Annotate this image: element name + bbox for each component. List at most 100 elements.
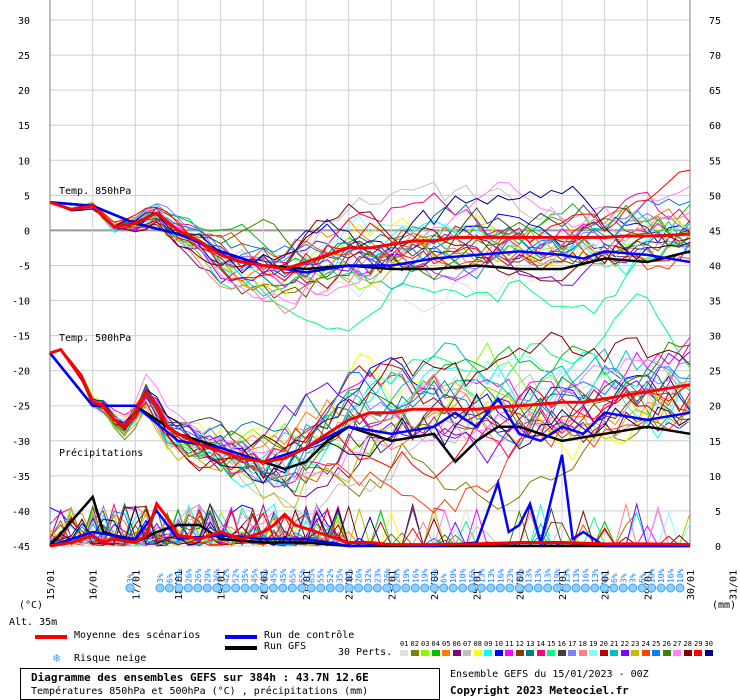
series-line-mean_t500 <box>49 347 691 464</box>
y-right-tick-label: 10 <box>709 472 721 483</box>
pert-number: 01 <box>400 640 409 648</box>
pert-swatch <box>452 650 461 656</box>
snow-risk-label: 13% <box>544 568 553 583</box>
pert-number: 06 <box>452 640 461 648</box>
x-tick-label: 19/01 <box>217 570 228 600</box>
snow-risk-label: 26% <box>383 568 392 583</box>
member-line-t500 <box>49 348 691 508</box>
y-left-tick-label: -25 <box>12 402 30 413</box>
snow-risk-marker <box>212 583 222 593</box>
snow-risk-label: 45% <box>251 568 260 583</box>
snow-risk-marker <box>637 583 647 593</box>
snow-risk-label: 29% <box>203 568 212 583</box>
snow-risk-label: 52% <box>326 568 335 583</box>
y-left-tick-label: -5 <box>18 261 30 272</box>
y-right-tick-label: 35 <box>709 297 721 308</box>
snow-risk-marker <box>202 583 212 593</box>
y-right-tick-label: 55 <box>709 156 721 167</box>
snow-risk-label: 65% <box>298 568 307 583</box>
y-right-tick-label: 70 <box>709 51 721 62</box>
pert-number: 14 <box>536 640 545 648</box>
member-line-t500 <box>49 349 691 488</box>
pert-number: 25 <box>652 640 661 648</box>
snow-risk-label: 52% <box>232 568 241 583</box>
snow-risk-marker <box>580 583 590 593</box>
member-line-t850 <box>49 201 691 271</box>
snow-risk-label: 13% <box>591 568 600 583</box>
snow-risk-marker <box>164 583 174 593</box>
snow-risk-marker <box>476 583 486 593</box>
pert-number: 13 <box>526 640 535 648</box>
pert-number: 21 <box>610 640 619 648</box>
snowflake-icon: ❄ <box>53 651 61 665</box>
pert-number: 15 <box>547 640 556 648</box>
snow-risk-marker <box>354 583 364 593</box>
snow-risk-label: 29% <box>515 568 524 583</box>
snow-risk-marker <box>571 583 581 593</box>
member-line-t850 <box>49 201 691 332</box>
snow-risk-label: 16% <box>496 568 505 583</box>
snow-risk-label: 26% <box>194 568 203 583</box>
snow-risk-marker <box>448 583 458 593</box>
pert-swatch <box>662 650 671 656</box>
pert-swatch <box>589 650 597 656</box>
copyright: Copyright 2023 Meteociel.fr <box>450 684 629 697</box>
pert-swatch <box>484 650 492 656</box>
x-tick-label: 15/01 <box>46 570 57 600</box>
pert-swatch <box>400 650 408 656</box>
x-tick-label: 16/01 <box>89 570 100 600</box>
x-tick-label: 23/01 <box>387 570 398 600</box>
snow-risk-marker <box>382 583 392 593</box>
pert-number: 04 <box>431 640 440 648</box>
snow-risk-label: 16% <box>581 568 590 583</box>
snow-risk-marker <box>675 583 685 593</box>
x-tick-label: 17/01 <box>131 570 142 600</box>
y-left-tick-label: -15 <box>12 332 30 343</box>
snow-risk-label: 42% <box>222 568 231 583</box>
member-line-t500 <box>49 349 691 484</box>
pert-number: 26 <box>662 640 671 648</box>
snow-risk-marker <box>372 583 382 593</box>
snow-risk-marker <box>410 583 420 593</box>
member-line-t500 <box>49 343 691 488</box>
pert-swatch <box>526 650 534 656</box>
y-right-tick-label: 20 <box>709 402 721 413</box>
pert-swatch <box>599 650 608 656</box>
pert-swatch <box>641 650 650 656</box>
snow-risk-label: 32% <box>364 568 373 583</box>
snow-risk-marker <box>467 583 477 593</box>
snow-risk-marker <box>533 583 543 593</box>
series-line-control_t500 <box>49 352 691 464</box>
snow-risk-marker <box>391 583 401 593</box>
snow-risk-label: 13% <box>563 568 572 583</box>
snow-risk-marker <box>543 583 553 593</box>
snow-risk-marker <box>439 583 449 593</box>
pert-swatch <box>515 650 524 656</box>
snow-risk-label: 10% <box>459 568 468 583</box>
snow-risk-marker <box>618 583 628 593</box>
snow-risk-marker <box>335 583 345 593</box>
pert-number: 08 <box>473 640 482 648</box>
precip-annotation: Précipitations <box>59 448 144 459</box>
t500-annotation: Temp. 500hPa <box>59 333 132 344</box>
snow-risk-marker <box>656 583 666 593</box>
main-series-lines <box>49 200 691 548</box>
snow-risk-row: 3% 3% 6% 26% 26% 26% 29% 26% 42% 52% 35% 45% 45% 45% 4… <box>125 568 685 593</box>
pert-number: 23 <box>631 640 640 648</box>
snow-risk-label: 10% <box>676 568 685 583</box>
snow-risk-marker <box>316 583 326 593</box>
snow-risk-marker <box>486 583 496 593</box>
pert-swatch <box>410 650 419 656</box>
legend-perts-label: 30 Perts. <box>338 647 393 658</box>
pert-swatch <box>494 650 503 656</box>
pert-number: 28 <box>683 640 692 648</box>
snow-risk-marker <box>514 583 524 593</box>
pert-swatch <box>694 650 702 656</box>
series-line-mean_precip <box>49 500 691 548</box>
snow-risk-marker <box>240 583 250 593</box>
pert-number: 11 <box>505 640 514 648</box>
snow-risk-marker <box>524 583 534 593</box>
snow-risk-marker <box>250 583 260 593</box>
snow-risk-label: 16% <box>468 568 477 583</box>
